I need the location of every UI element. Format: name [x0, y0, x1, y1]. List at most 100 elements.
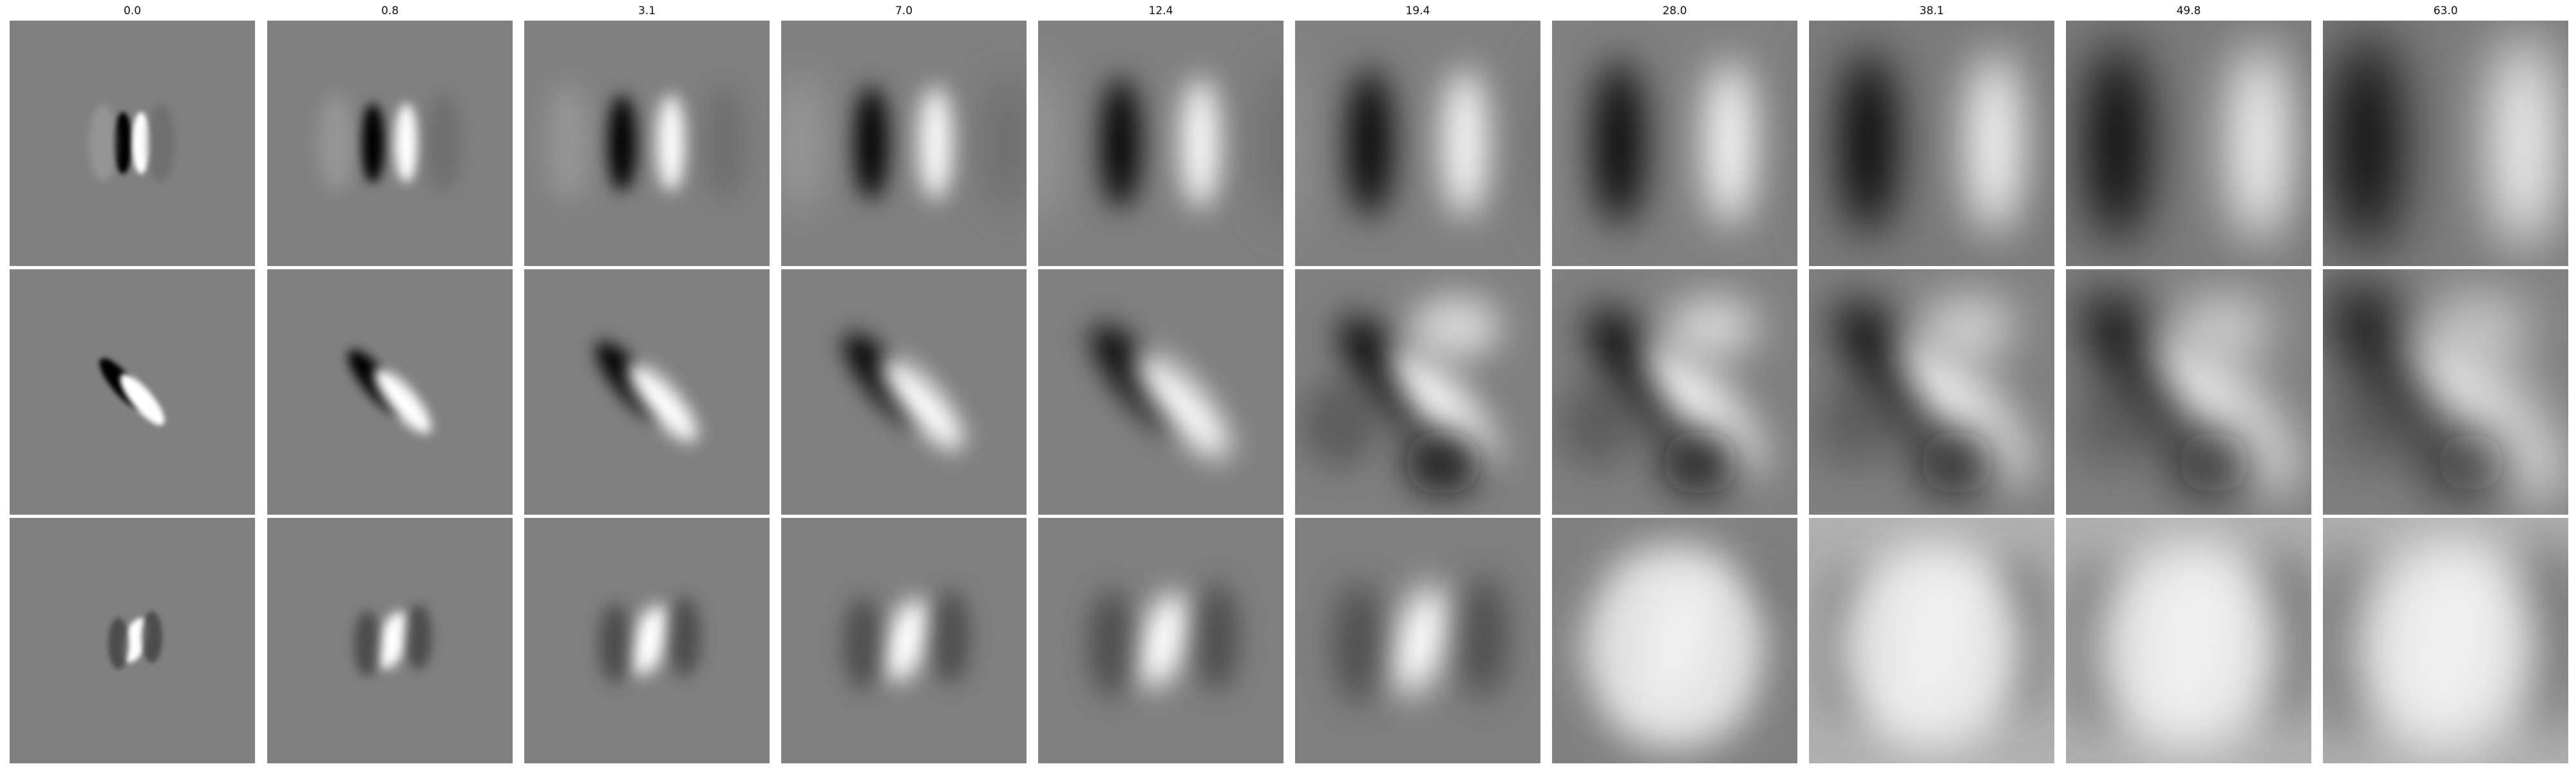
filter-image — [10, 21, 255, 266]
dark-lobe — [2432, 430, 2510, 495]
bright-lobe — [1925, 295, 2015, 359]
panel-background — [267, 21, 513, 266]
bright-lobe — [2403, 320, 2560, 501]
dark-lobe — [931, 589, 970, 685]
filter-image — [2066, 21, 2311, 266]
column-title: 0.8 — [381, 5, 399, 17]
filter-image — [267, 21, 513, 266]
bright-lobe — [1835, 544, 2028, 750]
filter-image — [1295, 21, 1540, 266]
filter-panel — [2323, 518, 2568, 763]
filter-panel — [1038, 269, 1283, 515]
filter-panel — [781, 518, 1027, 763]
bright-lobe — [882, 356, 963, 450]
dark-lobe — [1841, 51, 1895, 235]
bright-lobe — [1181, 77, 1220, 209]
filter-panel — [1295, 269, 1540, 515]
filter-panel — [1809, 21, 2054, 266]
filter-panel — [2323, 269, 2568, 515]
column-title: 19.4 — [1405, 5, 1430, 17]
column-title: 3.1 — [638, 5, 656, 17]
filter-panel — [2066, 21, 2311, 266]
filter-panel — [1038, 518, 1283, 763]
bright-lobe — [120, 374, 165, 426]
column-title: 49.8 — [2176, 5, 2201, 17]
filter-image — [1809, 21, 2054, 266]
bright-lobe — [1705, 60, 1754, 226]
filter-image — [1295, 518, 1540, 763]
filter-panel — [1038, 21, 1283, 266]
bright-lobe — [2092, 544, 2285, 750]
dark-lobe — [1101, 77, 1140, 209]
filter-image — [1038, 21, 1283, 266]
filter-image — [2323, 518, 2568, 763]
bright-lobe — [1135, 350, 1229, 459]
filter-panel — [10, 21, 255, 266]
filter-image — [2323, 269, 2568, 515]
filter-panel — [267, 21, 513, 266]
filter-image — [1552, 269, 1797, 515]
dark-lobe — [844, 596, 882, 691]
filter-image — [2323, 21, 2568, 266]
filter-image — [267, 518, 513, 763]
panel-background — [1038, 21, 1283, 266]
dark-lobe — [2088, 43, 2147, 243]
dark-lobe — [1558, 379, 1636, 469]
dark-lobe — [1334, 582, 1384, 705]
panel-background — [1295, 21, 1540, 266]
dark-lobe — [546, 82, 591, 204]
filter-image — [2066, 269, 2311, 515]
filter-image — [781, 269, 1027, 515]
dark-lobe — [703, 82, 747, 204]
dark-lobe — [1536, 97, 1540, 189]
column-title: 63.0 — [2433, 5, 2458, 17]
filter-image — [1552, 21, 1797, 266]
dark-lobe — [855, 86, 888, 200]
dark-lobe — [1089, 589, 1133, 698]
dark-lobe — [668, 596, 701, 678]
dark-lobe — [405, 604, 432, 671]
filter-image — [524, 518, 770, 763]
dark-lobe — [317, 93, 354, 193]
bright-lobe — [1967, 51, 2022, 235]
filter-panel — [1552, 21, 1797, 266]
dark-lobe — [1918, 430, 1996, 495]
bright-lobe — [2150, 326, 2294, 492]
filter-image — [781, 21, 1027, 266]
filter-panel — [524, 518, 770, 763]
filter-image — [1295, 269, 1540, 515]
bright-lobe — [1642, 338, 1762, 475]
filter-panel — [1809, 518, 2054, 763]
dark-lobe — [781, 72, 827, 215]
dark-lobe — [2072, 379, 2150, 469]
filter-panel — [2066, 518, 2311, 763]
dark-lobe — [1038, 62, 1063, 224]
bright-lobe — [2349, 544, 2542, 750]
filter-image — [1552, 518, 1797, 763]
dark-lobe — [2175, 430, 2253, 495]
dark-lobe — [1302, 379, 1379, 469]
bright-lobe — [2230, 43, 2289, 243]
column-title: 12.4 — [1148, 5, 1173, 17]
bright-lobe — [628, 362, 697, 442]
filter-image — [524, 21, 770, 266]
dark-lobe — [1662, 430, 1739, 495]
filter-panel — [1295, 518, 1540, 763]
filter-panel — [1809, 269, 2054, 515]
bright-lobe — [1443, 68, 1487, 218]
panel-background — [1552, 21, 1797, 266]
dark-lobe — [89, 104, 118, 182]
dark-lobe — [608, 95, 636, 191]
filter-panel — [267, 269, 513, 515]
bright-lobe — [122, 618, 149, 663]
filter-panel — [524, 269, 770, 515]
filter-image — [1038, 269, 1283, 515]
bright-lobe — [1388, 587, 1454, 694]
filter-panel — [10, 518, 255, 763]
bright-lobe — [882, 599, 932, 682]
dark-lobe — [108, 618, 129, 669]
dark-lobe — [980, 72, 1027, 215]
bright-lobe — [2492, 34, 2556, 252]
filter-panel — [524, 21, 770, 266]
bright-lobe — [132, 112, 150, 174]
